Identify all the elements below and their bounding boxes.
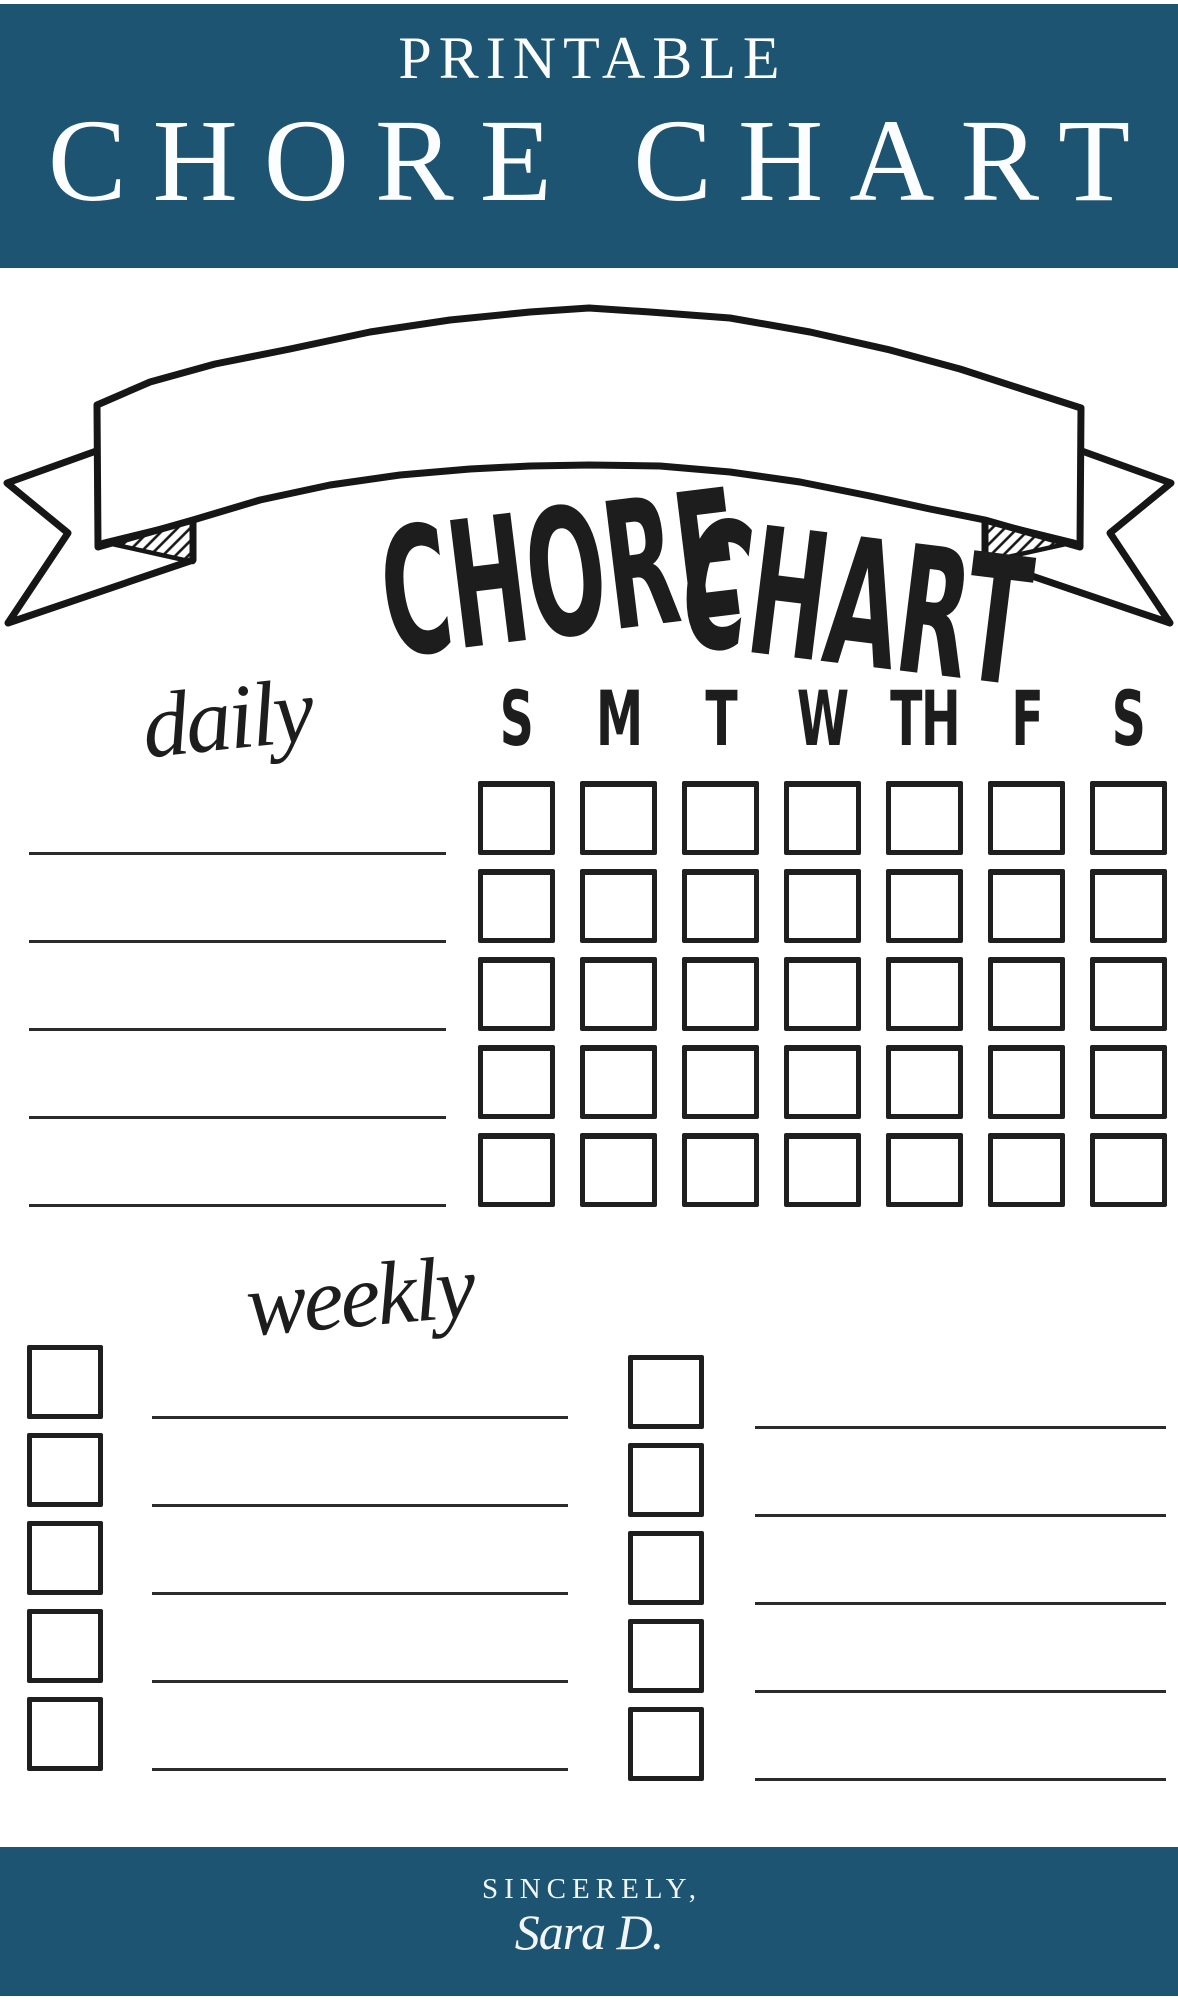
daily-checkbox-r5c6[interactable] [988,1133,1065,1207]
day-header-3: T [682,678,759,758]
daily-checkbox-r1c7[interactable] [1090,781,1167,855]
weekly-right-checkbox-3[interactable] [628,1531,704,1605]
page-title: CHORE CHART [47,95,1157,226]
daily-checkbox-r4c5[interactable] [886,1045,963,1119]
weekly-left-checkbox-2[interactable] [27,1433,103,1507]
day-header-letter-4: W [797,676,849,764]
daily-checkbox-r5c7[interactable] [1090,1133,1167,1207]
weekly-left-task-line-1 [152,1416,568,1419]
daily-checkbox-r4c6[interactable] [988,1045,1065,1119]
daily-checkbox-grid [478,781,1167,1207]
weekly-right-task-line-2 [755,1514,1166,1517]
daily-checkbox-r4c2[interactable] [580,1045,657,1119]
weekly-left-checkbox-3[interactable] [27,1521,103,1595]
daily-task-line-1 [29,852,446,855]
day-header-row: S M T W TH F S [478,678,1167,758]
daily-checkbox-r3c6[interactable] [988,957,1065,1031]
daily-checkbox-r4c7[interactable] [1090,1045,1167,1119]
top-banner: PRINTABLE CHORE CHART [0,4,1178,268]
daily-checkbox-r1c4[interactable] [784,781,861,855]
daily-checkbox-r2c4[interactable] [784,869,861,943]
daily-checkbox-r4c4[interactable] [784,1045,861,1119]
daily-checkbox-r2c1[interactable] [478,869,555,943]
daily-checkbox-r4c1[interactable] [478,1045,555,1119]
daily-task-line-2 [29,940,446,943]
weekly-left-task-line-3 [152,1592,568,1595]
daily-checkbox-r2c5[interactable] [886,869,963,943]
daily-checkbox-r3c1[interactable] [478,957,555,1031]
weekly-left-task-line-4 [152,1680,568,1683]
day-header-2: M [580,678,657,758]
daily-checkbox-r1c2[interactable] [580,781,657,855]
day-header-letter-7: S [1112,676,1146,764]
daily-checkbox-r3c5[interactable] [886,957,963,1031]
daily-checkbox-r5c2[interactable] [580,1133,657,1207]
daily-checkbox-r2c7[interactable] [1090,869,1167,943]
daily-checkbox-r5c5[interactable] [886,1133,963,1207]
daily-task-line-4 [29,1116,446,1119]
kicker-text: PRINTABLE [398,25,787,91]
day-header-letter-1: S [500,676,534,764]
ribbon-banner-illustration [3,304,1175,627]
weekly-left-checkbox-4[interactable] [27,1609,103,1683]
weekly-left-checkbox-5[interactable] [27,1697,103,1771]
day-header-7: S [1090,678,1167,758]
day-header-letter-5: TH [890,676,960,764]
bottom-banner: SINCERELY, Sara D. [0,1847,1178,1996]
ribbon-right-fold-hatch [982,517,1078,565]
weekly-right-task-line-5 [755,1778,1166,1781]
weekly-right-checkbox-2[interactable] [628,1443,704,1517]
weekly-left-checkbox-1[interactable] [27,1345,103,1419]
weekly-right-task-line-1 [755,1426,1166,1429]
daily-checkbox-r2c2[interactable] [580,869,657,943]
day-header-letter-2: M [595,676,643,764]
daily-checkbox-r5c3[interactable] [682,1133,759,1207]
day-header-letter-3: T [705,676,737,764]
daily-checkbox-r3c2[interactable] [580,957,657,1031]
daily-checkbox-r1c1[interactable] [478,781,555,855]
signature-text: Sara D. [514,1904,665,1960]
weekly-right-checkbox-1[interactable] [628,1355,704,1429]
weekly-left-task-line-5 [152,1768,568,1771]
daily-checkbox-r1c3[interactable] [682,781,759,855]
weekly-right-task-line-3 [755,1602,1166,1605]
ribbon-left-fold-hatch [100,517,196,565]
daily-checkbox-r2c6[interactable] [988,869,1065,943]
day-header-6: F [988,678,1065,758]
daily-checkbox-r3c4[interactable] [784,957,861,1031]
day-header-letter-6: F [1011,676,1043,764]
daily-checkbox-r1c5[interactable] [886,781,963,855]
weekly-left-task-line-2 [152,1504,568,1507]
day-header-1: S [478,678,555,758]
day-header-5: TH [886,678,963,758]
weekly-right-task-line-4 [755,1690,1166,1693]
daily-checkbox-r5c4[interactable] [784,1133,861,1207]
daily-checkbox-r1c6[interactable] [988,781,1065,855]
weekly-right-checkbox-5[interactable] [628,1707,704,1781]
daily-task-line-3 [29,1028,446,1031]
day-header-4: W [784,678,861,758]
daily-checkbox-r3c3[interactable] [682,957,759,1031]
daily-checkbox-r2c3[interactable] [682,869,759,943]
daily-task-line-5 [29,1204,446,1207]
weekly-right-checkbox-4[interactable] [628,1619,704,1693]
daily-checkbox-r3c7[interactable] [1090,957,1167,1031]
ribbon-band [93,304,1085,551]
closing-text: SINCERELY, [481,1873,703,1905]
daily-checkbox-r4c3[interactable] [682,1045,759,1119]
daily-checkbox-r5c1[interactable] [478,1133,555,1207]
